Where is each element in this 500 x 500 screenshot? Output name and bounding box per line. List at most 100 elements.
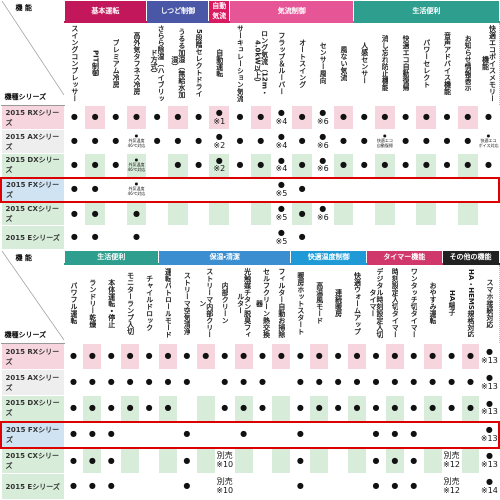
feature-cell: ● (415, 105, 438, 130)
feature-cell (328, 473, 349, 500)
feature-cell (394, 225, 417, 250)
feature-cell: ● (187, 105, 210, 130)
corner-bottom: 機種シリーズ (4, 331, 47, 339)
column-header: 自動運転 (208, 21, 231, 106)
feature-cell (195, 369, 216, 396)
feature-cell: ● (167, 153, 189, 178)
feature-cell: ● (101, 369, 122, 396)
feature-cell (176, 395, 197, 422)
feature-cell: ● (394, 105, 417, 130)
feature-cell: ● (291, 153, 313, 178)
feature-cell (436, 176, 458, 203)
feature-cell (347, 447, 367, 474)
feature-cell: ● (415, 129, 438, 154)
feature-cell (252, 447, 273, 474)
feature-cell (456, 225, 479, 250)
column-header: 連続暖房 (328, 263, 349, 344)
feature-cell: ● (353, 129, 376, 154)
feature-cell: ● (63, 153, 86, 178)
column-label: センサー風向 (319, 42, 327, 84)
feature-cell: ● (233, 343, 254, 370)
feature-cell: ● (167, 129, 189, 154)
feature-cell: ● (477, 105, 500, 130)
feature-cell: ● (328, 343, 349, 370)
column-label: フィルター自動お掃除 (277, 268, 285, 338)
feature-cell (415, 176, 438, 203)
feature-cell (332, 225, 355, 250)
feature-cell: ● (291, 225, 313, 250)
feature-cell: ● (176, 447, 197, 474)
feature-cell: ● (422, 395, 443, 422)
feature-cell: ● (233, 369, 254, 396)
feature-cell (187, 176, 210, 203)
column-header: デジタル時刻設定入切タイマー (366, 263, 386, 344)
feature-cell: ● (290, 447, 311, 474)
feature-cell: ● (82, 473, 103, 500)
feature-cell (233, 473, 254, 500)
feature-cell: ● (384, 420, 405, 449)
series-row: 2015 CXシリーズ ● ● ● ● 別売 ※10 ● ● ● ● 別売 ※12 ● ※13 (0, 447, 500, 474)
feature-cell (477, 225, 500, 250)
feature-cell (347, 420, 367, 449)
group-header: 生活便利 (353, 0, 500, 23)
column-label: サーキュレーション気流 (236, 24, 244, 102)
column-label: 5段階セレクトドライ (195, 29, 203, 97)
group-header: しつど制御 (146, 0, 210, 23)
feature-cell: ● 快適エコボイス対応 (477, 129, 500, 154)
feature-cell: ● (403, 447, 424, 474)
feature-cell: ● (456, 153, 479, 178)
feature-cell (229, 201, 251, 226)
feature-cell (332, 176, 355, 203)
column-header: オートスイング (291, 21, 313, 106)
feature-cell: ● ※2 (208, 129, 231, 154)
feature-cell (229, 176, 251, 203)
corner-top: 機 能 (15, 254, 32, 262)
feature-cell (309, 473, 330, 500)
feature-cell: ● (176, 473, 197, 500)
feature-cell: ● (229, 129, 251, 154)
series-row: 2015 AXシリーズ ● ● ● ● ● ● ● ● ● ● ● ● ● ● ● ● ● ● ● ● ● ※13 (0, 369, 500, 396)
feature-cell (167, 201, 189, 226)
feature-cell: ● (366, 343, 386, 370)
column-header: ランドリー乾燥 (82, 263, 103, 344)
feature-cell (233, 447, 254, 474)
feature-cell: ● (374, 105, 396, 130)
group-header: タイマー機能 (366, 250, 443, 265)
column-label: 連続暖房 (334, 289, 342, 317)
feature-cell: ● (195, 343, 216, 370)
feature-cell (271, 447, 292, 474)
feature-cell: ● ※13 (479, 395, 500, 422)
feature-cell (394, 201, 417, 226)
column-label: パワーセレクト (422, 38, 430, 88)
series-row: 2015 DXシリーズ ● ● ● ● 外気温度46℃対応 ● ● ● ※2 ● ● ● ※4 ● ● … (0, 153, 500, 178)
feature-cell (249, 225, 272, 250)
column-label: ストリーマ内部クリーン (198, 268, 213, 338)
feature-cell (229, 225, 251, 250)
table: 機 能機種シリーズ 生活便利 保湿・清潔 快適温度制御 タイマー機能 その他の機能 パワフル… (0, 250, 500, 500)
feature-cell: ● (403, 473, 424, 500)
feature-cell: ● (436, 129, 458, 154)
series-name: 2015 CXシリーズ (0, 447, 65, 474)
feature-cell (104, 201, 127, 226)
column-label: 人感センサー (360, 42, 368, 84)
feature-cell: ● (139, 369, 160, 396)
column-label: うるる加湿（無給水加湿） (170, 28, 185, 98)
feature-cell (146, 201, 169, 226)
feature-cell: ● (63, 129, 86, 154)
feature-cell: ● ※4 (270, 153, 293, 178)
column-header: センサー風向 (311, 21, 334, 106)
feature-cell: ● (332, 129, 355, 154)
column-header: お知らせ情報表示 (456, 21, 479, 106)
series-name: 2015 DXシリーズ (0, 395, 65, 422)
feature-cell (195, 447, 216, 474)
column-header: フィルター自動お掃除 (271, 263, 292, 344)
corner-top: 機 能 (15, 4, 32, 12)
column-label: 時刻設定入切タイマー (391, 268, 399, 338)
column-label: ストリーマ空気清浄 (183, 271, 191, 335)
column-header: おやすみ運転 (422, 263, 443, 344)
feature-cell: ● (422, 369, 443, 396)
column-label: 消し忘れ防止機能 (381, 35, 389, 91)
feature-cell (436, 201, 458, 226)
column-header: 5段階セレクトドライ (187, 21, 210, 106)
column-header: ストリーマ空気清浄 (176, 263, 197, 344)
